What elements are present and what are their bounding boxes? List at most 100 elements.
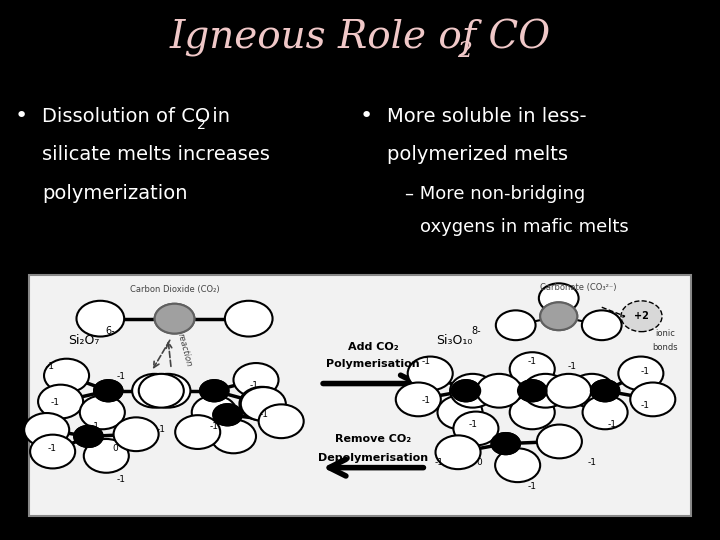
Circle shape <box>155 303 194 334</box>
Text: -1: -1 <box>48 444 56 453</box>
Text: Polymerisation: Polymerisation <box>326 359 420 369</box>
Circle shape <box>44 359 89 393</box>
Circle shape <box>523 374 568 408</box>
Circle shape <box>630 382 675 416</box>
Circle shape <box>74 426 103 447</box>
Circle shape <box>454 411 498 446</box>
Text: Carbonate (CO₃²⁻): Carbonate (CO₃²⁻) <box>540 283 617 292</box>
Text: Si₂O₇: Si₂O₇ <box>68 334 100 347</box>
Circle shape <box>491 433 521 455</box>
Text: 8-: 8- <box>472 326 481 336</box>
Text: Igneous Role of CO: Igneous Role of CO <box>169 19 551 57</box>
Circle shape <box>496 310 536 340</box>
Circle shape <box>518 380 546 402</box>
Circle shape <box>199 380 229 402</box>
Text: -1: -1 <box>567 362 577 371</box>
Circle shape <box>540 302 577 330</box>
Circle shape <box>491 433 521 455</box>
Text: -1: -1 <box>528 357 536 367</box>
FancyBboxPatch shape <box>29 275 691 516</box>
Text: -1: -1 <box>91 422 99 431</box>
Circle shape <box>199 380 229 402</box>
Text: 2: 2 <box>457 40 472 62</box>
Text: silicate melts increases: silicate melts increases <box>42 145 269 165</box>
Circle shape <box>582 310 621 340</box>
Text: •: • <box>14 106 27 126</box>
Circle shape <box>451 380 480 402</box>
Circle shape <box>155 303 194 334</box>
Text: 0: 0 <box>112 444 118 453</box>
Text: -1: -1 <box>640 401 649 410</box>
Text: Dissolution of CO: Dissolution of CO <box>42 106 210 126</box>
Circle shape <box>74 426 103 447</box>
Text: -1: -1 <box>435 458 444 467</box>
Text: More soluble in less-: More soluble in less- <box>387 106 587 126</box>
Circle shape <box>258 404 304 438</box>
Circle shape <box>94 380 123 402</box>
Text: +2: +2 <box>634 311 649 321</box>
Circle shape <box>495 448 540 482</box>
Circle shape <box>114 417 158 451</box>
Circle shape <box>240 387 284 421</box>
Text: -1: -1 <box>607 420 616 429</box>
Circle shape <box>539 284 579 313</box>
Circle shape <box>451 380 480 402</box>
Text: in: in <box>206 106 230 126</box>
Circle shape <box>192 395 237 429</box>
Circle shape <box>518 380 546 402</box>
Text: Depolymerisation: Depolymerisation <box>318 453 428 463</box>
Circle shape <box>145 374 190 408</box>
Circle shape <box>590 380 620 402</box>
Text: -1: -1 <box>51 399 60 407</box>
Text: -1: -1 <box>422 396 431 405</box>
Circle shape <box>570 374 614 408</box>
Text: – More non-bridging: – More non-bridging <box>405 185 585 203</box>
Circle shape <box>233 363 279 397</box>
Circle shape <box>211 420 256 453</box>
Text: -1: -1 <box>157 424 166 434</box>
Text: •: • <box>360 106 373 126</box>
Circle shape <box>225 301 273 336</box>
Circle shape <box>436 435 480 469</box>
Text: -1: -1 <box>117 372 126 381</box>
Circle shape <box>213 404 242 426</box>
Circle shape <box>30 435 75 468</box>
Circle shape <box>408 356 453 390</box>
Circle shape <box>175 415 220 449</box>
Circle shape <box>590 380 620 402</box>
Text: oxygens in mafic melts: oxygens in mafic melts <box>420 218 629 236</box>
Text: reaction: reaction <box>176 332 193 368</box>
Circle shape <box>24 413 69 447</box>
Text: -1: -1 <box>528 482 536 491</box>
Circle shape <box>546 374 591 408</box>
Circle shape <box>132 374 177 408</box>
Circle shape <box>139 374 184 408</box>
Text: Carbon Dioxide (CO₂): Carbon Dioxide (CO₂) <box>130 285 220 294</box>
Text: 6-: 6- <box>105 326 114 336</box>
Circle shape <box>450 374 495 408</box>
Text: polymerized melts: polymerized melts <box>387 145 568 165</box>
Circle shape <box>438 395 482 429</box>
Text: -1: -1 <box>250 381 258 390</box>
Text: -1: -1 <box>117 475 126 484</box>
Circle shape <box>621 301 662 332</box>
Circle shape <box>477 374 521 408</box>
Text: -1: -1 <box>422 357 431 367</box>
Circle shape <box>510 352 554 386</box>
Circle shape <box>396 382 441 416</box>
Text: -1: -1 <box>259 410 269 419</box>
Text: polymerization: polymerization <box>42 184 187 204</box>
Text: -1: -1 <box>45 362 55 371</box>
Circle shape <box>80 395 125 429</box>
Text: -1: -1 <box>468 420 477 429</box>
Text: ionic: ionic <box>654 328 675 338</box>
Circle shape <box>213 404 242 426</box>
Text: Si₃O₁₀: Si₃O₁₀ <box>436 334 472 347</box>
Text: -1: -1 <box>640 367 649 376</box>
Circle shape <box>618 356 663 390</box>
Text: 2: 2 <box>197 118 205 132</box>
Text: -1: -1 <box>210 422 219 431</box>
Circle shape <box>503 374 548 408</box>
Circle shape <box>540 302 577 330</box>
Circle shape <box>537 424 582 458</box>
